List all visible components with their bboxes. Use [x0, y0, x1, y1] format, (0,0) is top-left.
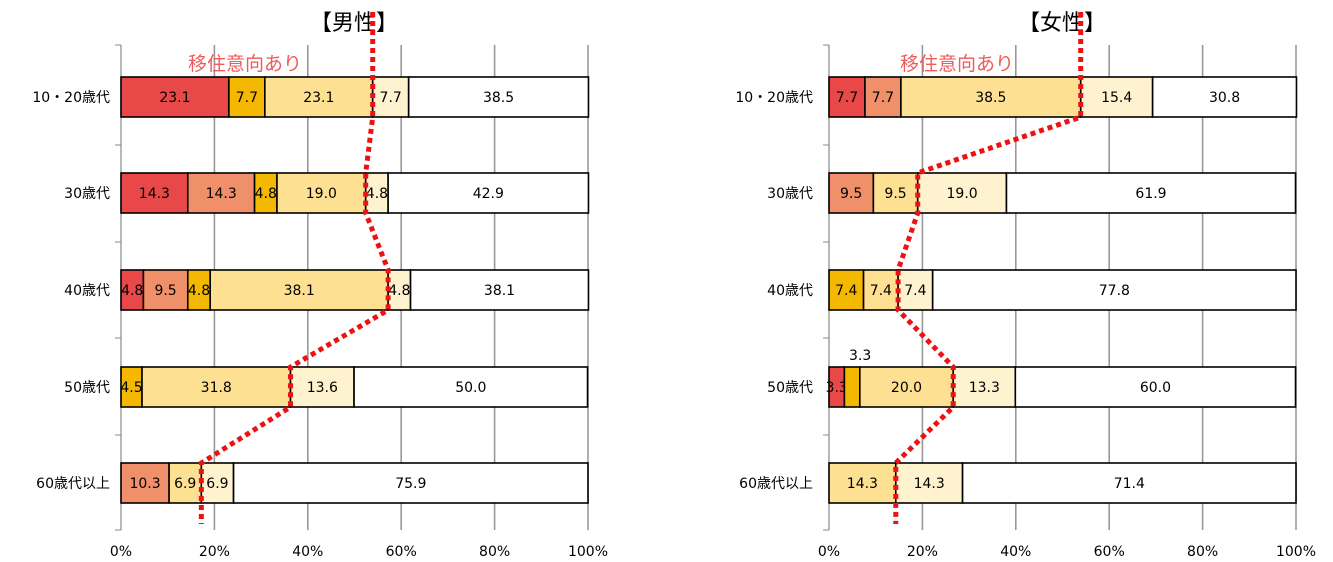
female-chart-title: 【女性】 — [1018, 11, 1106, 36]
female-data-label: 61.9 — [1135, 186, 1166, 202]
male-data-label: 4.8 — [188, 283, 210, 299]
female-x-tick-label: 40% — [1000, 544, 1031, 560]
female-data-label: 19.0 — [947, 186, 978, 202]
male-data-label: 38.5 — [483, 90, 514, 106]
female-bar-segment — [844, 367, 859, 407]
female-category-label: 40歳代 — [767, 283, 813, 299]
male-data-label: 6.9 — [174, 476, 196, 492]
male-intent-annotation: 移住意向あり — [188, 53, 302, 75]
male-panel: 【男性】 0% 20% 40% 60% 80% 100% 10・20歳代 30歳代 40歳代 50歳… — [32, 11, 608, 560]
male-data-label: 4.8 — [388, 283, 410, 299]
male-x-tick-label: 20% — [199, 544, 230, 560]
female-x-tick-label: 100% — [1276, 544, 1316, 560]
female-category-label: 10・20歳代 — [735, 90, 813, 106]
male-category-label: 10・20歳代 — [32, 90, 110, 106]
male-data-label: 4.8 — [366, 186, 388, 202]
male-data-label: 10.3 — [129, 476, 160, 492]
male-data-label: 9.5 — [154, 283, 176, 299]
male-category-label: 60歳代以上 — [36, 476, 110, 492]
male-category-label: 40歳代 — [64, 283, 110, 299]
male-data-label: 42.9 — [473, 186, 504, 202]
female-data-label: 38.5 — [975, 90, 1006, 106]
male-data-label: 31.8 — [201, 380, 232, 396]
female-data-label: 71.4 — [1114, 476, 1145, 492]
female-intent-annotation: 移住意向あり — [900, 53, 1014, 75]
male-x-tick-label: 40% — [292, 544, 323, 560]
female-data-label: 14.3 — [914, 476, 945, 492]
male-x-tick-label: 100% — [568, 544, 608, 560]
male-data-label: 13.6 — [307, 380, 338, 396]
male-data-label: 4.5 — [120, 380, 142, 396]
male-x-tick-label: 60% — [386, 544, 417, 560]
female-data-label: 9.5 — [884, 186, 906, 202]
female-x-tick-label: 0% — [818, 544, 840, 560]
female-data-label: 3.3 — [849, 348, 871, 364]
female-data-label: 7.4 — [870, 283, 892, 299]
female-category-label: 50歳代 — [767, 380, 813, 396]
male-data-label: 75.9 — [395, 476, 426, 492]
male-data-label: 38.1 — [284, 283, 315, 299]
female-data-label: 30.8 — [1209, 90, 1240, 106]
female-data-label: 20.0 — [891, 380, 922, 396]
male-x-tick-label: 0% — [110, 544, 132, 560]
male-x-tick-label: 80% — [479, 544, 510, 560]
male-data-label: 4.8 — [121, 283, 143, 299]
male-category-label: 30歳代 — [64, 186, 110, 202]
male-data-label: 4.8 — [255, 186, 277, 202]
male-data-label: 7.7 — [380, 90, 402, 106]
female-data-label: 7.7 — [872, 90, 894, 106]
female-category-label: 30歳代 — [767, 186, 813, 202]
female-data-label: 9.5 — [840, 186, 862, 202]
female-data-label: 15.4 — [1101, 90, 1132, 106]
male-chart-title: 【男性】 — [310, 11, 398, 36]
female-category-label: 60歳代以上 — [739, 476, 813, 492]
female-data-label: 7.7 — [836, 90, 858, 106]
female-x-tick-label: 60% — [1094, 544, 1125, 560]
female-data-label: 60.0 — [1140, 380, 1171, 396]
male-data-label: 6.9 — [206, 476, 228, 492]
male-category-label: 50歳代 — [64, 380, 110, 396]
male-data-label: 38.1 — [484, 283, 515, 299]
female-data-label: 13.3 — [969, 380, 1000, 396]
female-data-label: 77.8 — [1099, 283, 1130, 299]
female-data-label: 14.3 — [847, 476, 878, 492]
male-data-label: 50.0 — [455, 380, 486, 396]
male-data-label: 23.1 — [303, 90, 334, 106]
female-x-tick-label: 80% — [1187, 544, 1218, 560]
male-data-label: 14.3 — [206, 186, 237, 202]
male-data-label: 14.3 — [139, 186, 170, 202]
male-data-label: 23.1 — [159, 90, 190, 106]
female-data-label: 7.4 — [904, 283, 926, 299]
male-data-label: 7.7 — [236, 90, 258, 106]
female-panel: 【女性】 0% 20% 40% 60% 80% 100% 10・20歳代 30歳代 40歳代 50歳… — [735, 11, 1316, 560]
female-data-label: 7.4 — [835, 283, 857, 299]
female-x-tick-label: 20% — [907, 544, 938, 560]
male-data-label: 19.0 — [306, 186, 337, 202]
